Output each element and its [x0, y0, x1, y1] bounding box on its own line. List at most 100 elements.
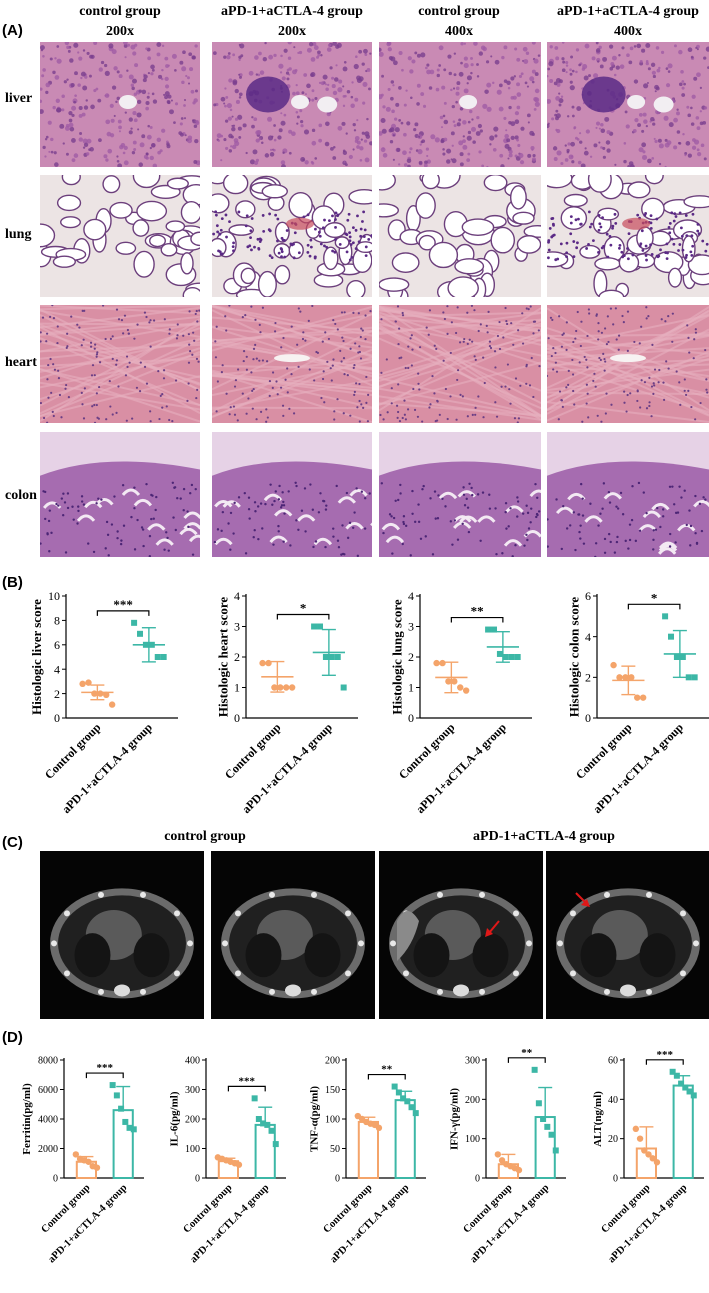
- data-point: [395, 1089, 402, 1096]
- y-tick-label: 1: [408, 681, 414, 695]
- significance-bracket: [627, 603, 681, 610]
- histology-image-lung-3: [379, 175, 541, 297]
- ct-scan-image-1: [40, 851, 204, 1019]
- histology-image-heart-1: [40, 305, 200, 423]
- data-point: [93, 1164, 101, 1171]
- data-point: [502, 654, 509, 660]
- data-point: [400, 1095, 407, 1102]
- ct-title-treated: aPD-1+aCTLA-4 group: [473, 829, 615, 844]
- data-point: [340, 684, 347, 691]
- histology-image-liver-2: [212, 42, 372, 167]
- bar: [672, 1084, 694, 1179]
- data-point: [679, 654, 686, 660]
- data-point: [690, 1092, 697, 1099]
- y-tick-label: 200: [185, 1115, 200, 1126]
- significance-bracket: [507, 1057, 546, 1063]
- data-point: [531, 1066, 538, 1073]
- histology-image-lung-4: [547, 175, 709, 297]
- data-point: [265, 659, 272, 667]
- significance-label: ***: [657, 1049, 674, 1061]
- data-point: [103, 691, 110, 699]
- data-point: [283, 684, 290, 691]
- column-group: control group: [79, 4, 161, 19]
- data-point: [122, 1118, 129, 1125]
- data-point: [653, 1159, 661, 1166]
- data-point: [610, 661, 617, 669]
- row-label-heart: heart: [5, 355, 37, 370]
- data-point: [311, 623, 318, 630]
- category-label: aPD-1+aCTLA-4 group: [239, 720, 335, 816]
- histology-image-heart-4: [547, 305, 709, 423]
- row-label-colon: colon: [5, 488, 37, 503]
- column-header-4: aPD-1+aCTLA-4 group 400x: [547, 2, 709, 42]
- data-point: [108, 701, 116, 708]
- histology-image-liver-1: [40, 42, 200, 167]
- histology-image-lung-2: [212, 175, 372, 297]
- y-axis-label: Ferritin(pg/ml): [21, 1083, 33, 1155]
- data-point: [508, 654, 515, 660]
- data-point: [678, 1080, 685, 1087]
- data-point: [148, 641, 155, 648]
- histology-image-colon-4: [547, 432, 709, 557]
- y-axis-label: Histologic heart score: [215, 597, 230, 718]
- data-point: [645, 1151, 652, 1158]
- significance-label: ***: [97, 1062, 114, 1074]
- data-point: [544, 1123, 551, 1130]
- ct-scan-image-3: [379, 851, 543, 1019]
- chart-ferritin-pg-ml-: 02000400060008000Ferritin(pg/ml)Control …: [21, 1056, 144, 1265]
- data-point: [632, 1125, 640, 1133]
- data-point: [268, 1127, 275, 1134]
- histology-image-colon-2: [212, 432, 372, 557]
- significance-label: **: [381, 1064, 393, 1076]
- y-tick-label: 150: [325, 1085, 340, 1096]
- significance-bracket: [85, 1072, 124, 1079]
- column-header-2: aPD-1+aCTLA-4 group 200x: [212, 2, 372, 42]
- y-tick-label: 100: [465, 1134, 480, 1145]
- ct-scan-image-2: [211, 851, 375, 1019]
- panel-b-label: (B): [2, 574, 23, 591]
- data-point: [496, 650, 503, 657]
- y-tick-label: 3: [408, 620, 414, 634]
- category-label: aPD-1+aCTLA-4 group: [590, 720, 686, 816]
- data-point: [673, 654, 680, 660]
- y-tick-label: 0: [54, 711, 60, 725]
- y-axis-label: TNF-α(pg/ml): [309, 1086, 321, 1152]
- data-point: [109, 1082, 116, 1089]
- panel-a-label: (A): [2, 22, 23, 39]
- y-tick-label: 300: [465, 1056, 480, 1067]
- histology-image-heart-3: [379, 305, 541, 423]
- data-point: [391, 1083, 398, 1090]
- data-point: [682, 1084, 689, 1091]
- significance-label: **: [471, 604, 484, 619]
- data-point: [540, 1116, 547, 1122]
- data-point: [251, 1095, 258, 1102]
- data-point: [691, 674, 698, 681]
- histology-image-colon-1: [40, 432, 200, 557]
- data-point: [142, 641, 149, 648]
- column-group: aPD-1+aCTLA-4 group: [557, 4, 699, 19]
- column-header-1: control group 200x: [40, 2, 200, 42]
- significance-label: ***: [113, 597, 132, 612]
- column-mag: 200x: [278, 24, 306, 39]
- data-point: [491, 626, 498, 633]
- data-point: [494, 1151, 502, 1158]
- data-point: [126, 1124, 133, 1131]
- data-point: [433, 659, 440, 667]
- y-tick-label: 0: [234, 711, 240, 725]
- y-tick-label: 40: [608, 1095, 618, 1106]
- y-tick-label: 0: [475, 1174, 480, 1185]
- data-point: [514, 654, 521, 660]
- data-point: [439, 659, 446, 667]
- data-point: [260, 1120, 267, 1127]
- data-point: [498, 1157, 506, 1164]
- data-point: [404, 1098, 411, 1105]
- y-tick-label: 2: [408, 650, 414, 664]
- significance-bracket: [96, 610, 150, 616]
- data-point: [322, 654, 329, 660]
- data-point: [535, 1100, 542, 1107]
- data-point: [85, 1158, 92, 1165]
